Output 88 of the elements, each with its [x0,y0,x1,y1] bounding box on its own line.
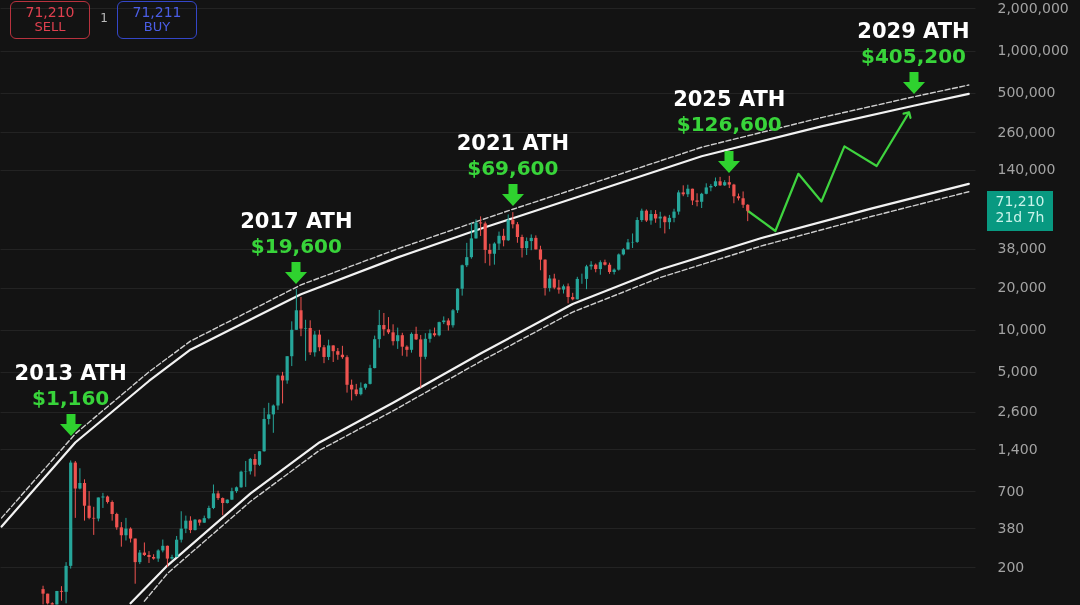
candlestick [423,332,427,360]
candlestick [603,259,607,267]
y-tick-label: 380 [997,519,1025,536]
candlestick [488,243,492,267]
candlestick [460,264,464,297]
annotation: $126,600 [676,112,782,137]
y-tick-label: 1,400 [997,440,1038,457]
candlestick [469,222,473,260]
candlestick [267,402,271,425]
candlestick [391,323,395,346]
candlestick [405,344,409,358]
candlestick [428,328,432,344]
candlestick [244,460,248,488]
candlestick [419,334,423,389]
y-tick-label: 5,000 [997,363,1038,380]
candlestick [520,234,524,258]
y-tick-label: 200 [997,558,1025,575]
text: 71,210 [994,192,1046,209]
candlestick [409,331,414,354]
candlestick [327,339,331,361]
annotation: $19,600 [250,234,342,259]
text: 21d 7h [994,208,1046,225]
candlestick [92,506,96,536]
candlestick [557,279,561,295]
candlestick [400,332,404,357]
y-tick-label: 1,000,000 [997,42,1069,59]
annotation: $405,200 [860,43,967,68]
y-tick-label: 20,000 [997,279,1047,296]
annotation: $69,600 [467,156,559,181]
annotation: 2013 ATH [14,360,127,385]
candlestick [82,478,87,522]
candlestick [538,245,543,271]
annotation: 2017 ATH [240,208,353,233]
candlestick [506,213,510,242]
annotation: 2025 ATH [673,86,786,111]
candlestick [478,215,483,237]
annotation: 71,211 [131,4,183,21]
candlestick [566,282,570,304]
candlestick [451,308,455,329]
candlestick [299,296,303,337]
candlestick [294,288,298,331]
annotation: BUY [142,19,172,36]
candlestick [147,550,151,564]
y-tick-label: 2,000,000 [997,0,1069,16]
candlestick [87,490,91,520]
y-tick-label: 700 [997,482,1025,499]
candlestick [515,221,520,244]
candlestick [303,319,308,362]
annotation: 2021 ATH [456,130,569,155]
y-tick-label: 10,000 [997,321,1047,338]
candlestick [672,208,676,223]
y-tick-label: 140,000 [997,161,1056,178]
y-tick-label: 2,600 [997,403,1038,420]
candlestick [170,554,174,561]
candlestick [110,499,114,522]
candlestick [718,176,722,187]
candlestick [497,231,501,251]
y-tick-label: 500,000 [997,84,1056,101]
y-tick-label: 260,000 [997,123,1056,140]
candlestick [396,327,400,350]
candlestick [695,192,699,207]
candlestick [584,264,589,290]
annotation: 2029 ATH [857,18,970,43]
candlestick [96,496,100,522]
annotation: SELL [33,19,67,36]
candlestick [59,585,64,602]
candlestick [649,209,653,226]
candlestick [377,309,381,349]
annotation: 71,210 [24,4,76,21]
candlestick [322,344,326,364]
candlestick [492,241,497,266]
candlestick [179,510,183,543]
candlestick [253,453,257,478]
candlestick [677,189,681,216]
candlestick [455,287,460,314]
candlestick [124,517,128,541]
y-tick-label: 38,000 [997,240,1047,257]
candlestick [133,538,137,585]
candlestick [211,484,216,510]
annotation: $1,160 [32,386,110,411]
candlestick [635,216,639,244]
candlestick [119,521,123,548]
candlestick [474,218,478,240]
candlestick [465,242,469,268]
annotation: 1 [100,11,108,25]
candlestick [41,585,45,605]
candlestick [741,190,745,209]
candlestick [732,183,736,204]
